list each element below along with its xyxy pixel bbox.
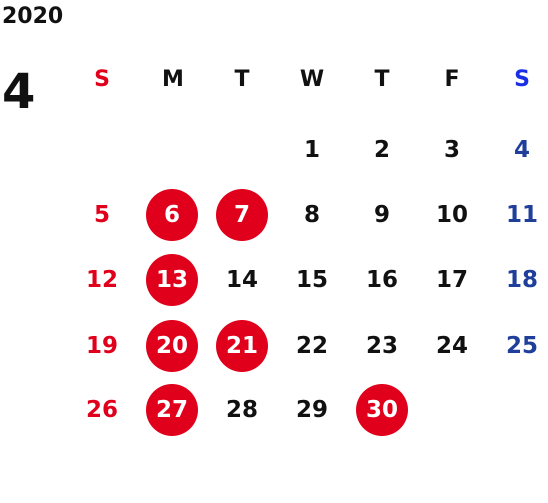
weekday-header-wednesday: W [299, 67, 325, 92]
day-cell-4[interactable]: 4 [513, 136, 530, 163]
day-cell-2[interactable]: 2 [373, 136, 390, 163]
day-cell-11[interactable]: 11 [505, 201, 538, 228]
day-cell-30-highlighted[interactable]: 30 [356, 384, 408, 436]
day-cell-28[interactable]: 28 [225, 396, 258, 423]
day-cell-29[interactable]: 29 [295, 396, 328, 423]
day-cell-26[interactable]: 26 [85, 396, 118, 423]
day-cell-8[interactable]: 8 [303, 201, 320, 228]
year-label: 2020 [2, 4, 64, 29]
day-cell-19[interactable]: 19 [85, 332, 118, 359]
day-cell-20-highlighted[interactable]: 20 [146, 320, 198, 372]
day-cell-22[interactable]: 22 [295, 332, 328, 359]
day-cell-16[interactable]: 16 [365, 266, 398, 293]
day-cell-18[interactable]: 18 [505, 266, 538, 293]
day-cell-24[interactable]: 24 [435, 332, 468, 359]
day-cell-17[interactable]: 17 [435, 266, 468, 293]
weekday-header-thursday: T [374, 67, 390, 92]
day-cell-7-highlighted[interactable]: 7 [216, 189, 268, 241]
weekday-header-tuesday: T [234, 67, 250, 92]
day-cell-12[interactable]: 12 [85, 266, 118, 293]
day-cell-1[interactable]: 1 [303, 136, 320, 163]
day-cell-5[interactable]: 5 [93, 201, 110, 228]
weekday-header-saturday: S [514, 67, 530, 92]
day-cell-6-highlighted[interactable]: 6 [146, 189, 198, 241]
day-cell-27-highlighted[interactable]: 27 [146, 384, 198, 436]
month-number: 4 [2, 64, 36, 120]
day-cell-25[interactable]: 25 [505, 332, 538, 359]
day-cell-9[interactable]: 9 [373, 201, 390, 228]
day-cell-10[interactable]: 10 [435, 201, 468, 228]
day-cell-23[interactable]: 23 [365, 332, 398, 359]
day-cell-14[interactable]: 14 [225, 266, 258, 293]
weekday-header-sunday: S [94, 67, 110, 92]
weekday-header-friday: F [444, 67, 460, 92]
weekday-header-monday: M [162, 67, 184, 92]
day-cell-13-highlighted[interactable]: 13 [146, 254, 198, 306]
day-cell-21-highlighted[interactable]: 21 [216, 320, 268, 372]
day-cell-15[interactable]: 15 [295, 266, 328, 293]
day-cell-3[interactable]: 3 [443, 136, 460, 163]
